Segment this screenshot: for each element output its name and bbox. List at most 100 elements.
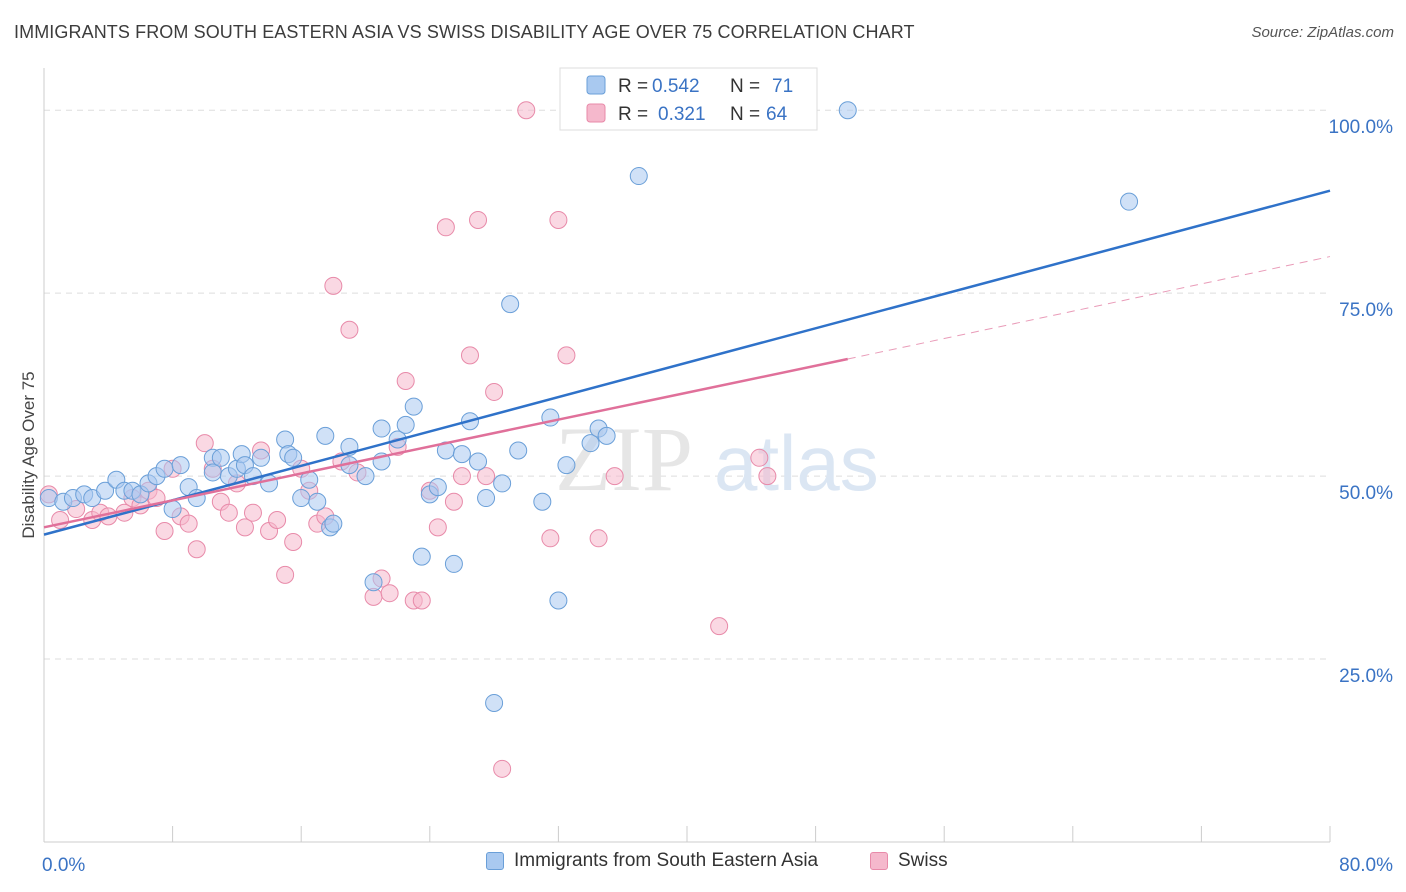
legend-item-swiss: Swiss: [870, 850, 948, 872]
y-tick-label-2: 75.0%: [1339, 300, 1393, 321]
swiss-point-56: [557, 346, 576, 365]
swiss-point-48: [460, 346, 479, 365]
sea-point-64: [629, 167, 648, 186]
sea-points: [39, 101, 1139, 712]
swiss-point-49: [469, 210, 488, 229]
stats-r-value-0: 0.542: [652, 76, 700, 97]
swiss-trend-extension: [847, 256, 1331, 360]
sea-point-50: [452, 445, 471, 464]
swiss-point-45: [436, 218, 455, 237]
axes: [43, 68, 1331, 843]
sea-point-57: [533, 492, 552, 511]
sea-point-61: [581, 434, 600, 453]
sea-point-56: [509, 441, 528, 460]
sea-point-54: [493, 474, 512, 493]
stats-r-value-1: 0.321: [658, 104, 706, 125]
sea-point-32: [308, 492, 327, 511]
stats-n-value-0: 71: [772, 76, 793, 97]
sea-point-30: [292, 489, 311, 508]
sea-point-41: [372, 419, 391, 438]
swiss-point-51: [485, 382, 504, 401]
swiss-point-61: [750, 448, 769, 467]
sea-point-5: [96, 481, 115, 500]
sea-point-47: [428, 478, 447, 497]
swiss-point-42: [412, 591, 431, 610]
stats-legend-pink-swatch: [586, 103, 606, 123]
legend-label-swiss: Swiss: [898, 850, 948, 871]
sea-point-44: [404, 397, 423, 416]
watermark: ZIP atlas: [555, 408, 879, 510]
legend-item-sea: Immigrants from South Eastern Asia: [486, 850, 818, 872]
y-tick-labels: 25.0% 50.0% 75.0% 100.0%: [1329, 117, 1394, 687]
stats-n-label-1: N =: [730, 104, 760, 125]
x-tick-label-0: 0.0%: [42, 855, 85, 876]
sea-point-35: [324, 514, 343, 533]
swiss-point-26: [276, 565, 295, 584]
sea-point-38: [356, 467, 375, 486]
swiss-point-22: [243, 503, 262, 522]
sea-point-63: [597, 426, 616, 445]
x-tick-labels: 0.0% 80.0%: [42, 855, 1393, 876]
sea-point-55: [501, 295, 520, 314]
sea-point-53: [477, 489, 496, 508]
swiss-point-19: [219, 503, 238, 522]
sea-point-12: [155, 459, 174, 478]
sea-point-49: [444, 554, 463, 573]
sea-point-60: [557, 456, 576, 475]
watermark-zip: ZIP: [555, 408, 693, 510]
swiss-trend-line: [43, 357, 849, 529]
watermark-atlas: atlas: [714, 419, 879, 507]
stats-n-label-0: N =: [730, 76, 760, 97]
swiss-point-15: [187, 540, 206, 559]
y-tick-label-0: 25.0%: [1339, 666, 1393, 687]
swiss-point-40: [396, 371, 415, 390]
y-tick-label-1: 50.0%: [1339, 483, 1393, 504]
stats-n-value-1: 64: [766, 104, 788, 125]
legend-label-sea: Immigrants from South Eastern Asia: [514, 850, 819, 871]
stats-legend-blue-swatch: [586, 75, 606, 95]
swiss-point-25: [268, 511, 287, 530]
sea-point-59: [549, 591, 568, 610]
swiss-point-62: [758, 467, 777, 486]
swiss-point-50: [477, 467, 496, 486]
stats-r-label-0: R =: [618, 76, 648, 97]
sea-point-43: [396, 415, 415, 434]
legend-swatch-sea: [486, 852, 504, 870]
sea-point-65: [485, 693, 504, 712]
swiss-point-46: [444, 492, 463, 511]
sea-point-26: [260, 474, 279, 493]
swiss-point-27: [284, 532, 303, 551]
swiss-point-34: [340, 320, 359, 339]
swiss-point-53: [517, 101, 536, 120]
y-tick-label-3: 100.0%: [1329, 117, 1394, 138]
source-label: Source: ZipAtlas.com: [1251, 24, 1394, 41]
swiss-point-47: [452, 467, 471, 486]
trend-lines: [43, 189, 1331, 536]
sea-point-52: [469, 452, 488, 471]
swiss-point-16: [195, 434, 214, 453]
swiss-point-55: [549, 210, 568, 229]
legend-swatch-swiss: [870, 852, 888, 870]
sea-point-25: [252, 448, 271, 467]
y-axis-label: Disability Age Over 75: [19, 371, 38, 538]
sea-point-68: [838, 101, 857, 120]
sea-trend-line: [43, 189, 1331, 536]
series-legend: Immigrants from South Eastern Asia Swiss: [0, 850, 1406, 880]
swiss-point-44: [428, 518, 447, 537]
swiss-point-21: [235, 518, 254, 537]
sea-point-27: [276, 430, 295, 449]
x-tick-label-1: 80.0%: [1339, 855, 1393, 876]
sea-point-45: [412, 547, 431, 566]
swiss-point-52: [493, 759, 512, 778]
swiss-point-32: [324, 276, 343, 295]
sea-point-33: [316, 426, 335, 445]
stats-legend: R = 0.542 N = 71 R = 0.321 N = 64: [559, 67, 818, 131]
sea-point-29: [284, 448, 303, 467]
stats-r-label-1: R =: [618, 104, 648, 125]
swiss-point-58: [605, 467, 624, 486]
swiss-point-11: [155, 521, 174, 540]
sea-point-14: [171, 456, 190, 475]
swiss-point-38: [380, 584, 399, 603]
grid-lines: [44, 109, 1330, 660]
